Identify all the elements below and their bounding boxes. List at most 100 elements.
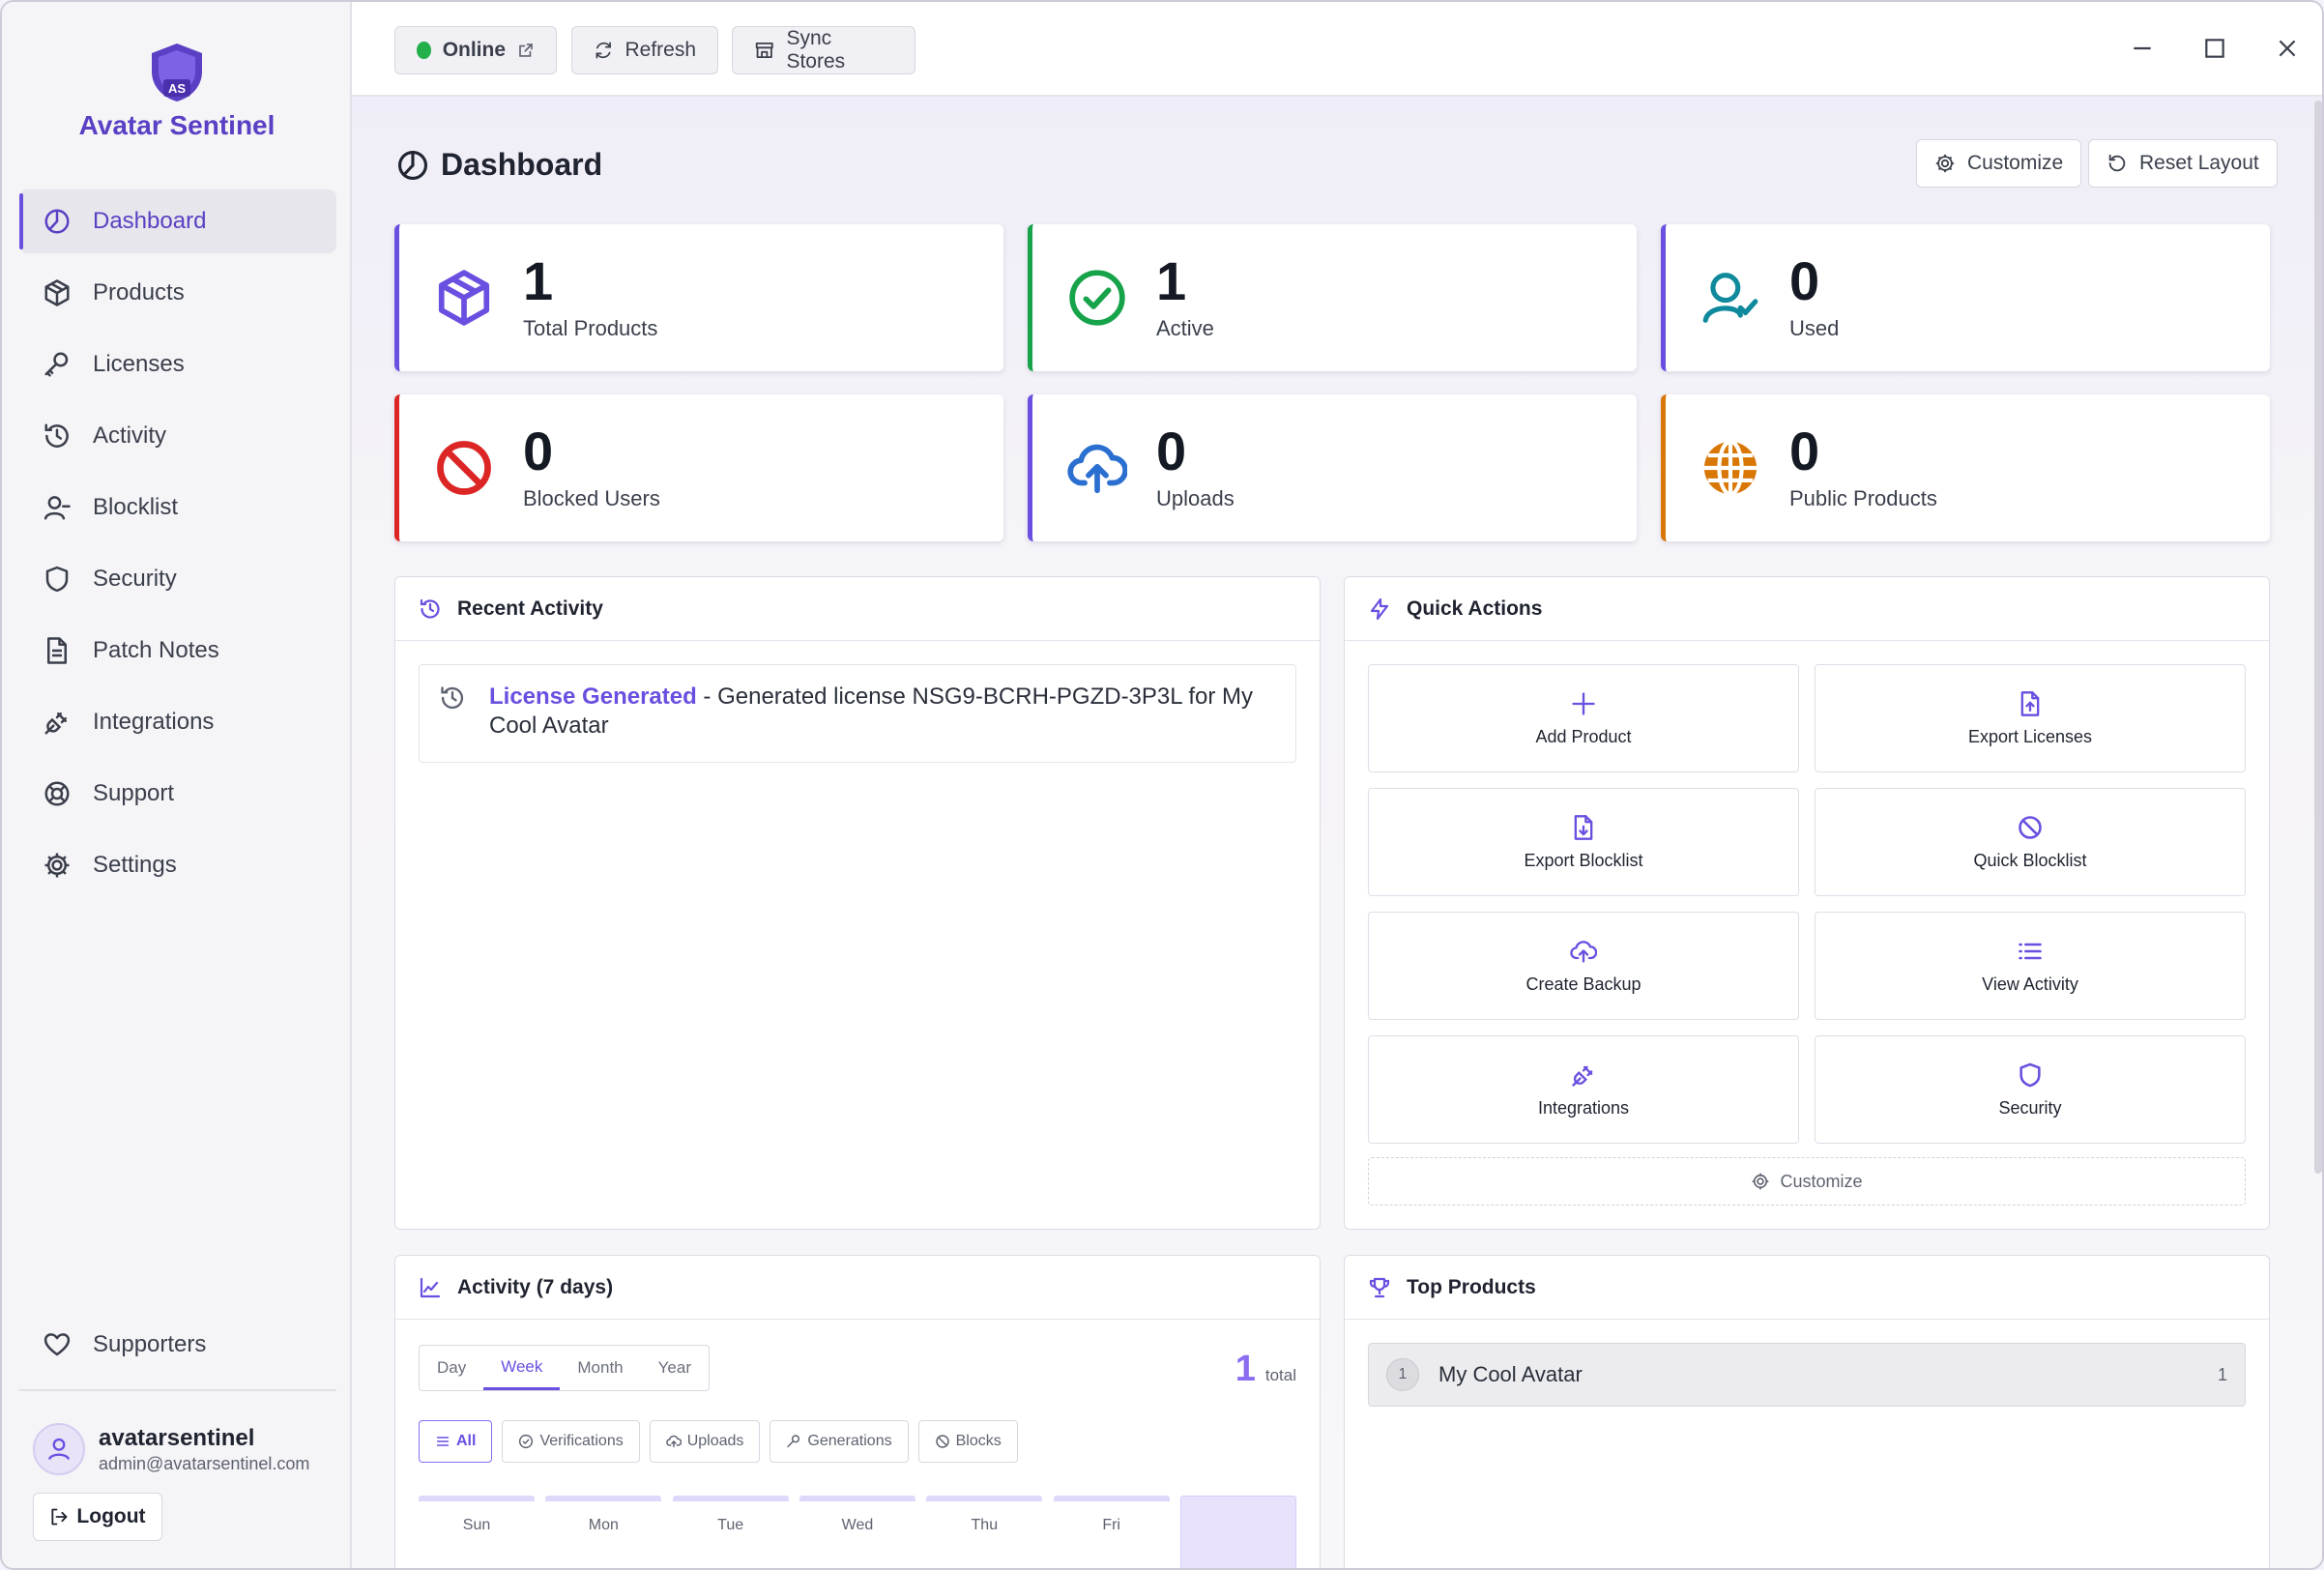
filter-blocks-button[interactable]: Blocks [917,1420,1018,1463]
sidebar-item-label: Activity [93,422,167,449]
reset-layout-label: Reset Layout [2139,152,2259,174]
minimize-button[interactable] [2123,29,2162,68]
range-year-tab[interactable]: Year [657,1358,691,1377]
add-product-button[interactable]: Add Product [1368,664,1799,772]
export-licenses-button[interactable]: Export Licenses [1815,664,2246,772]
sidebar-item-label: Products [93,279,185,305]
online-status-button[interactable]: Online [394,26,557,74]
stat-label: Blocked Users [523,486,660,510]
bar-day-label: Mon [588,1517,619,1533]
sidebar-item-licenses[interactable]: Licenses [19,333,336,396]
bar-sat [1179,1496,1296,1568]
bar-column-fri[interactable]: Fri [1053,1496,1170,1568]
security-button[interactable]: Security [1815,1035,2246,1144]
sidebar-item-settings[interactable]: Settings [19,833,336,897]
history-icon [420,598,440,619]
customize-quick-actions-button[interactable]: Customize [1368,1157,2246,1206]
globe-icon [1703,439,1758,497]
bar-fri [1053,1496,1170,1501]
activity-type[interactable]: License Generated [489,683,697,710]
stat-total-products[interactable]: 1 Total Products [394,224,1003,371]
filter-all-button[interactable]: All [419,1420,493,1463]
stat-value: 1 [1156,250,1187,311]
activity-filters: All Verifications Uploads Generations Bl… [419,1420,1028,1463]
pie-chart-icon [44,209,70,234]
sidebar-item-activity[interactable]: Activity [19,404,336,468]
create-backup-button[interactable]: Create Backup [1368,912,1799,1020]
filter-verifications-button[interactable]: Verifications [502,1420,640,1463]
close-icon [2279,40,2296,57]
user-profile[interactable]: avatarsentinel admin@avatarsentinel.com [33,1423,309,1475]
customize-button[interactable]: Customize [1916,139,2082,188]
stat-active[interactable]: 1 Active [1028,224,1637,371]
sync-stores-button[interactable]: Sync Stores [732,26,915,74]
minimize-icon [2134,46,2151,50]
filter-generations-button[interactable]: Generations [770,1420,909,1463]
range-selector: Day Week Month Year [419,1345,710,1391]
bar-column-tue[interactable]: Tue [672,1496,789,1568]
sidebar-nav: Dashboard Products Licenses Activity Blo… [19,189,336,905]
user-minus-icon [44,496,71,520]
stat-blocked-users[interactable]: 0 Blocked Users [394,394,1003,541]
reset-layout-button[interactable]: Reset Layout [2088,139,2278,188]
total-label: total [1264,1366,1296,1384]
refresh-button[interactable]: Refresh [571,26,718,74]
filter-uploads-button[interactable]: Uploads [649,1420,761,1463]
status-dot [417,42,431,59]
range-day-tab[interactable]: Day [437,1358,467,1377]
range-month-tab[interactable]: Month [577,1358,624,1377]
top-product-item[interactable]: 1 My Cool Avatar 1 [1368,1343,2246,1407]
stat-value: 0 [1789,250,1820,311]
sidebar-item-supporters[interactable]: Supporters [19,1313,336,1377]
sidebar-item-security[interactable]: Security [19,547,336,611]
bar-column-thu[interactable]: Thu [926,1496,1043,1568]
sidebar-item-dashboard[interactable]: Dashboard [19,189,336,253]
bar-column-mon[interactable]: Mon [545,1496,662,1568]
stat-label: Total Products [523,316,658,340]
topbar: Online Refresh Sync Stores [352,2,2322,97]
sidebar-divider [19,1389,336,1391]
sidebar-item-integrations[interactable]: Integrations [19,690,336,754]
panel-title: Quick Actions [1407,596,1543,620]
logout-button[interactable]: Logout [33,1493,162,1541]
reset-icon [2108,154,2126,172]
sidebar-item-label: Dashboard [93,208,207,234]
main-content: Dashboard Customize Reset Layout 1 Total … [352,97,2322,1568]
maximize-button[interactable] [2195,29,2234,68]
integrations-button[interactable]: Integrations [1368,1035,1799,1144]
app-logo[interactable]: AS Avatar Sentinel [2,41,352,141]
cloud-upload-icon [1570,940,1597,963]
trophy-icon [1369,1277,1390,1297]
activity-item[interactable]: License Generated - Generated license NS… [419,664,1296,763]
sidebar-item-products[interactable]: Products [19,261,336,325]
bar-wed [799,1496,915,1501]
export-blocklist-button[interactable]: Export Blocklist [1368,788,1799,896]
line-chart-icon [420,1277,441,1297]
sidebar-item-label: Patch Notes [93,637,219,663]
range-week-tab[interactable]: Week [483,1346,561,1390]
sidebar-item-support[interactable]: Support [19,762,336,826]
bar-column-wed[interactable]: Wed [799,1496,915,1568]
scrollbar[interactable] [2314,101,2322,1174]
stat-uploads[interactable]: 0 Uploads [1028,394,1637,541]
quick-action-label: Create Backup [1525,974,1641,994]
quick-action-label: Security [1998,1097,2062,1118]
bar-mon [545,1496,662,1501]
file-export-icon [2020,690,2040,716]
sidebar-item-blocklist[interactable]: Blocklist [19,476,336,539]
close-button[interactable] [2268,29,2307,68]
stat-used[interactable]: 0 Used [1661,224,2270,371]
quick-blocklist-button[interactable]: Quick Blocklist [1815,788,2246,896]
sidebar-item-label: Settings [93,852,177,878]
status-label: Online [442,39,507,61]
filter-label: Generations [807,1433,892,1449]
bar-column-sat[interactable] [1179,1496,1296,1568]
stat-public-products[interactable]: 0 Public Products [1661,394,2270,541]
activity-text: - Generated license NSG9-BCRH-PGZD-3P3L … [489,683,1254,739]
view-activity-button[interactable]: View Activity [1815,912,2246,1020]
sidebar-item-patch-notes[interactable]: Patch Notes [19,619,336,683]
check-circle-icon [519,1434,534,1449]
bar-column-sun[interactable]: Sun [419,1496,535,1568]
user-email: admin@avatarsentinel.com [99,1453,310,1473]
product-name: My Cool Avatar [1438,1362,1583,1386]
